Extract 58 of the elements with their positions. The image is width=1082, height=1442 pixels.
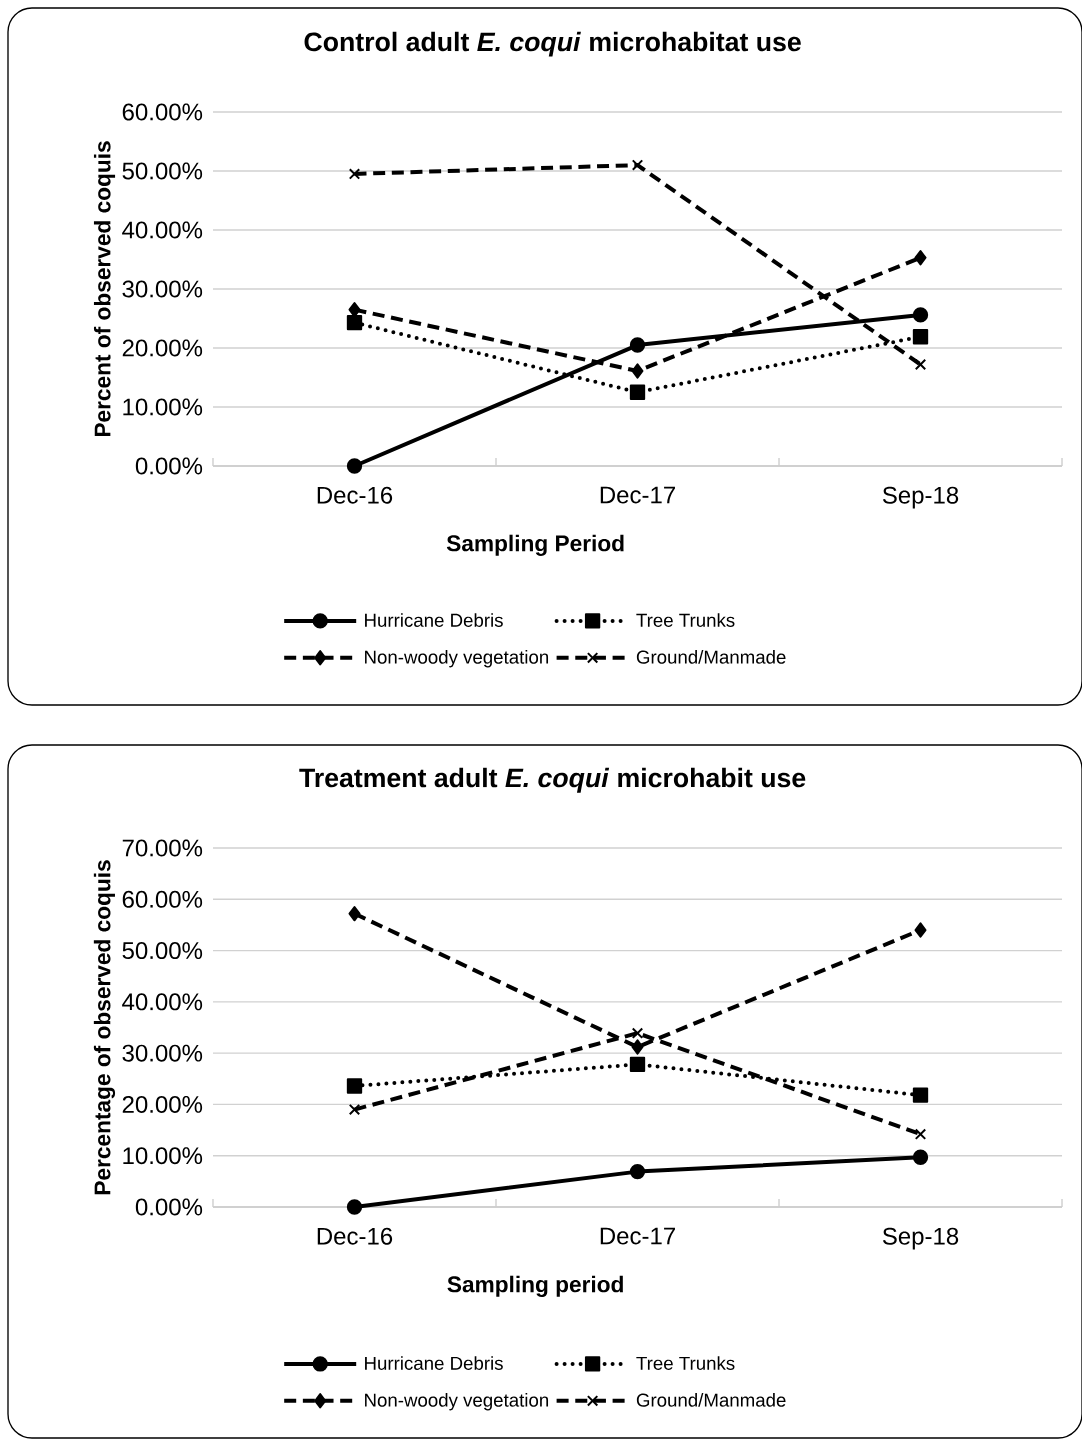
point (346, 314, 363, 331)
y-tick-label: 60.00% (122, 103, 203, 121)
x-tick-label: Dec-17 (600, 486, 675, 504)
point (912, 1087, 929, 1103)
point (914, 1128, 927, 1140)
y-tick-label: 10.00% (123, 1147, 203, 1165)
x-tick-label: Dec-17 (600, 1227, 675, 1245)
x-tick-label: Sep-18 (882, 486, 959, 509)
point (631, 1027, 644, 1039)
point (348, 905, 361, 922)
point (629, 384, 646, 400)
legend-label: Hurricane Debris (365, 613, 503, 627)
y-tick-label: 50.00% (122, 162, 203, 180)
point (631, 159, 644, 171)
y-axis-title: Percentage of observed coquis (93, 860, 116, 1195)
point (914, 358, 927, 371)
point (912, 307, 929, 323)
point (914, 922, 927, 938)
point (631, 1039, 644, 1055)
x-tick-label: Dec-16 (317, 486, 393, 504)
y-tick-label: 20.00% (122, 1095, 203, 1113)
y-tick-label: 20.00% (122, 339, 203, 357)
y-tick-label: 10.00% (123, 398, 203, 416)
point (912, 329, 929, 345)
legend-label: Tree Trunks (636, 1356, 735, 1370)
y-tick-label: 70.00% (122, 839, 203, 857)
y-tick-label: 30.00% (122, 280, 203, 298)
y-tick-label: 0.00% (135, 457, 203, 475)
x-tick-label: Dec-16 (317, 1227, 393, 1245)
point (631, 363, 644, 379)
chart-title: Treatment adult E. coqui microhabit use (299, 767, 806, 793)
legend-label: Tree Trunks (636, 613, 735, 627)
point (348, 1103, 361, 1116)
point (346, 1199, 363, 1215)
legend-label: Hurricane Debris (365, 1356, 503, 1370)
legend-label: Non-woody vegetation (365, 1393, 549, 1411)
legend-label: Ground/Manmade (636, 650, 786, 664)
legend-label: Ground/Manmade (636, 1393, 786, 1407)
y-tick-label: 40.00% (122, 221, 203, 239)
x-axis-title: Sampling Period (446, 534, 624, 556)
y-tick-label: 40.00% (122, 993, 203, 1011)
point (914, 250, 927, 266)
y-tick-label: 60.00% (122, 890, 203, 908)
y-tick-label: 0.00% (135, 1198, 203, 1216)
point (629, 1056, 646, 1073)
y-tick-label: 50.00% (122, 942, 203, 960)
point (346, 458, 363, 474)
legend-label: Non-woody vegetation (365, 650, 549, 668)
point (912, 1149, 929, 1165)
point (346, 1078, 363, 1094)
x-tick-label: Sep-18 (882, 1227, 959, 1250)
point (629, 1163, 646, 1180)
y-tick-label: 30.00% (122, 1044, 203, 1062)
chart-title: Control adult E. coqui microhabitat use (304, 31, 801, 57)
x-axis-title: Sampling period (447, 1275, 623, 1297)
point (629, 337, 646, 353)
y-axis-title: Percent of observed coquis (93, 141, 116, 437)
point (348, 168, 361, 180)
